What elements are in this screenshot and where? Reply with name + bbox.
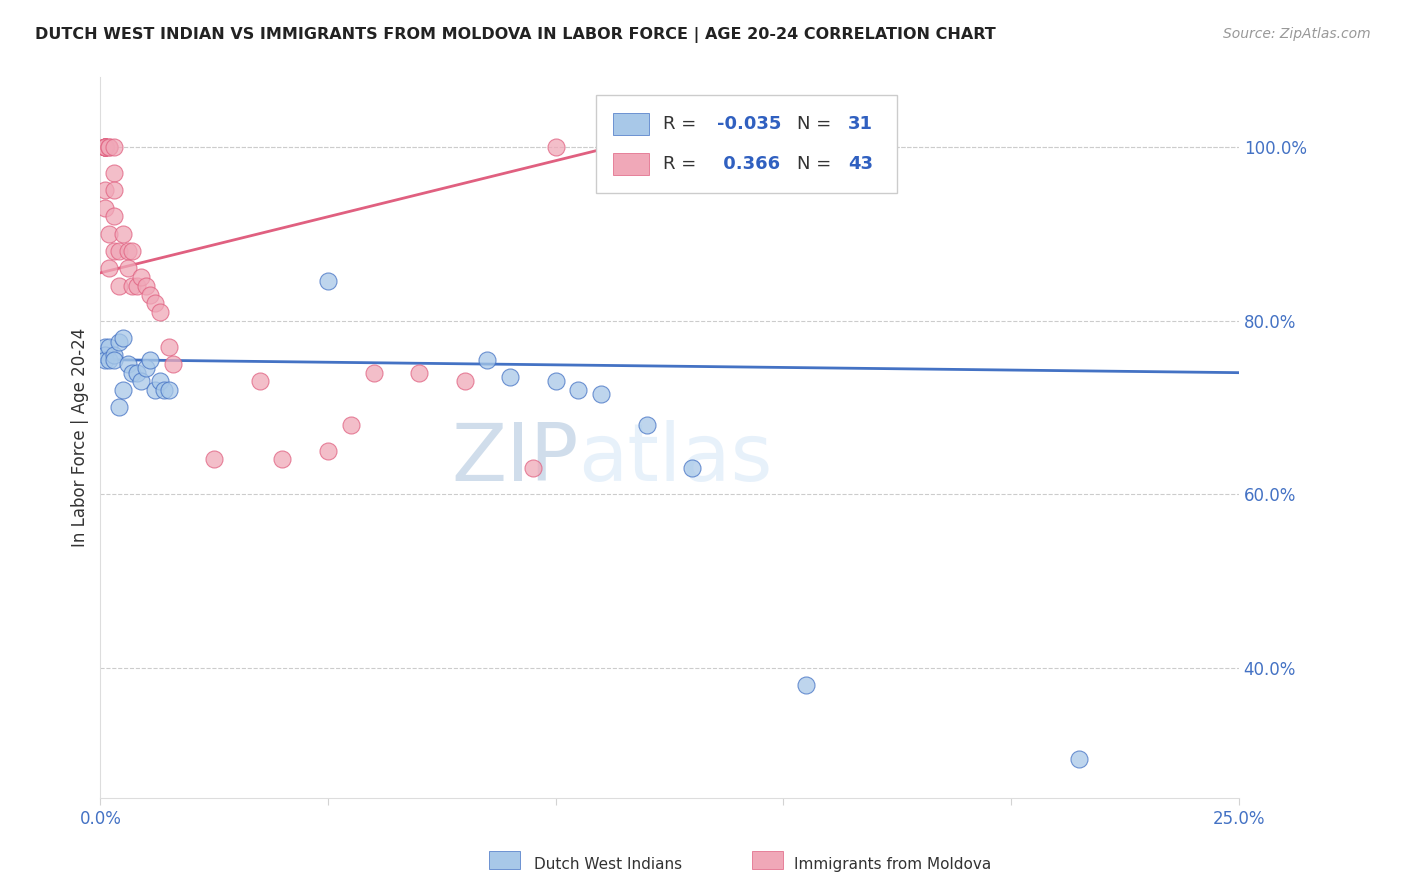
Text: 31: 31 — [848, 115, 873, 133]
Point — [125, 366, 148, 380]
Point — [121, 244, 143, 259]
Text: 0.366: 0.366 — [717, 155, 780, 173]
Y-axis label: In Labor Force | Age 20-24: In Labor Force | Age 20-24 — [72, 328, 89, 548]
Point — [477, 352, 499, 367]
Point — [94, 348, 117, 362]
FancyBboxPatch shape — [596, 95, 897, 193]
Point — [94, 140, 117, 154]
Point — [103, 183, 125, 197]
Point — [408, 366, 430, 380]
Point — [1069, 752, 1091, 766]
Point — [522, 461, 544, 475]
Point — [112, 331, 135, 345]
Point — [249, 375, 271, 389]
Point — [94, 183, 117, 197]
Point — [94, 140, 117, 154]
Text: ZIP: ZIP — [451, 420, 578, 499]
Point — [117, 357, 139, 371]
Point — [340, 417, 363, 432]
Point — [544, 140, 567, 154]
Point — [135, 278, 157, 293]
Text: DUTCH WEST INDIAN VS IMMIGRANTS FROM MOLDOVA IN LABOR FORCE | AGE 20-24 CORRELAT: DUTCH WEST INDIAN VS IMMIGRANTS FROM MOL… — [35, 27, 995, 43]
Point — [94, 140, 117, 154]
Point — [107, 335, 129, 350]
Text: R =: R = — [662, 155, 702, 173]
Point — [544, 375, 567, 389]
Point — [103, 244, 125, 259]
Point — [591, 387, 613, 401]
Point — [148, 375, 170, 389]
Text: Dutch West Indians: Dutch West Indians — [534, 857, 682, 872]
Point — [112, 383, 135, 397]
Point — [103, 140, 125, 154]
FancyBboxPatch shape — [613, 113, 650, 135]
Point — [98, 340, 121, 354]
Point — [103, 348, 125, 362]
Point — [363, 366, 385, 380]
Point — [103, 210, 125, 224]
Point — [94, 140, 117, 154]
Point — [94, 140, 117, 154]
Point — [153, 383, 176, 397]
Point — [316, 443, 339, 458]
Text: N =: N = — [797, 115, 837, 133]
Text: R =: R = — [662, 115, 702, 133]
Point — [157, 383, 180, 397]
Point — [98, 227, 121, 241]
Point — [636, 417, 658, 432]
Point — [107, 244, 129, 259]
Point — [103, 352, 125, 367]
Point — [103, 166, 125, 180]
Point — [94, 201, 117, 215]
Point — [94, 140, 117, 154]
Point — [157, 340, 180, 354]
Point — [636, 140, 658, 154]
Point — [117, 244, 139, 259]
Text: Source: ZipAtlas.com: Source: ZipAtlas.com — [1223, 27, 1371, 41]
Point — [98, 261, 121, 276]
Text: 43: 43 — [848, 155, 873, 173]
Point — [162, 357, 184, 371]
Point — [135, 361, 157, 376]
Point — [453, 375, 475, 389]
Point — [139, 287, 162, 301]
Point — [117, 261, 139, 276]
Point — [98, 352, 121, 367]
Point — [98, 140, 121, 154]
Point — [139, 352, 162, 367]
Point — [131, 270, 153, 285]
Text: Immigrants from Moldova: Immigrants from Moldova — [794, 857, 991, 872]
Point — [271, 452, 294, 467]
Point — [143, 296, 166, 310]
Point — [94, 340, 117, 354]
Point — [112, 227, 135, 241]
FancyBboxPatch shape — [613, 153, 650, 175]
Point — [202, 452, 225, 467]
Point — [794, 678, 817, 692]
Point — [94, 352, 117, 367]
Text: -0.035: -0.035 — [717, 115, 782, 133]
Point — [499, 370, 522, 384]
Point — [316, 275, 339, 289]
Point — [567, 383, 589, 397]
Point — [121, 366, 143, 380]
Point — [143, 383, 166, 397]
Point — [107, 401, 129, 415]
Point — [125, 278, 148, 293]
Point — [107, 278, 129, 293]
Point — [131, 375, 153, 389]
Point — [98, 140, 121, 154]
Text: atlas: atlas — [578, 420, 773, 499]
Point — [681, 461, 703, 475]
Text: N =: N = — [797, 155, 837, 173]
Point — [148, 305, 170, 319]
Point — [121, 278, 143, 293]
